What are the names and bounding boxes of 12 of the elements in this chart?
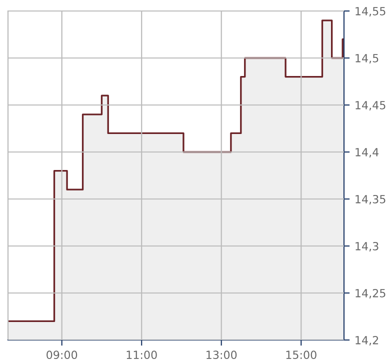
x-tick-label: 13:00 <box>206 350 237 360</box>
y-tick-label: 14,3 <box>356 242 378 252</box>
y-tick-label: 14,35 <box>356 194 386 205</box>
y-tick-label: 14,55 <box>356 7 386 17</box>
y-tick-label: 14,4 <box>356 148 379 158</box>
y-tick-label: 14,25 <box>356 288 386 299</box>
x-tick-label: 11:00 <box>126 350 157 360</box>
y-tick-label: 14,5 <box>356 54 378 64</box>
y-tick-label: 14,45 <box>356 101 386 111</box>
x-tick-label: 15:00 <box>286 350 316 360</box>
y-tick-label: 14,2 <box>356 336 378 346</box>
x-tick-label: 09:00 <box>46 350 78 360</box>
